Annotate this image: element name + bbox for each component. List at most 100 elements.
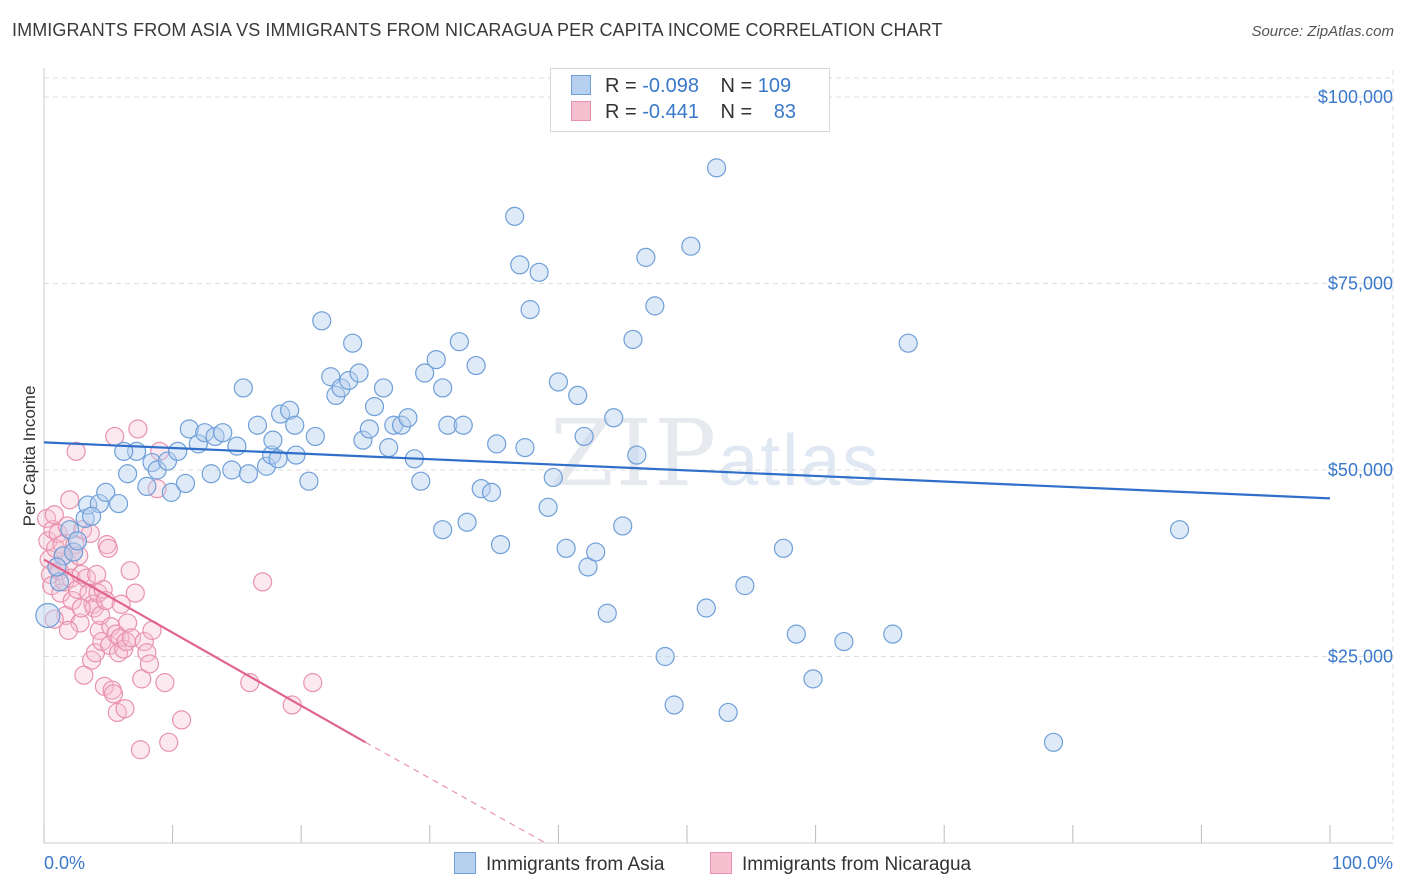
nicaragua-point: [155, 673, 175, 693]
asia-point: [543, 467, 563, 488]
nicaragua-point: [303, 673, 323, 693]
nicaragua-point: [139, 654, 160, 674]
asia-point: [604, 408, 624, 428]
asia-point: [623, 329, 643, 350]
asia-point: [773, 538, 794, 558]
asia-point: [175, 473, 196, 494]
asia-point: [433, 520, 453, 540]
asia-point: [353, 430, 373, 450]
asia-point: [718, 702, 738, 723]
trend-lines: [43, 441, 1331, 844]
asia-point: [379, 438, 399, 458]
asia-point: [35, 602, 61, 629]
asia-point: [81, 506, 102, 526]
y-tick-label: $25,000: [1328, 647, 1393, 667]
asia-point: [201, 464, 221, 484]
asia-point: [613, 516, 633, 536]
asia-point: [49, 572, 70, 592]
asia-trend-line: [43, 441, 1331, 500]
asia-point: [117, 464, 138, 484]
asia-point: [157, 451, 178, 471]
asia-point: [339, 370, 359, 391]
asia-point: [481, 482, 502, 502]
nicaragua-point: [44, 505, 64, 525]
asia-point: [286, 445, 306, 465]
nicaragua-point: [74, 665, 94, 685]
asia-point: [578, 557, 598, 577]
nicaragua-point: [106, 624, 126, 644]
asia-point: [538, 497, 558, 517]
nicaragua-point: [38, 531, 58, 551]
asia-point: [681, 236, 701, 256]
nicaragua-point: [120, 561, 140, 581]
nicaragua-point: [98, 538, 118, 558]
watermark-atlas: atlas: [718, 421, 881, 501]
asia-point: [664, 695, 684, 715]
nicaragua-point: [159, 732, 179, 752]
asia-points: [35, 158, 1190, 752]
asia-point: [786, 624, 806, 644]
nicaragua-point: [115, 699, 135, 719]
nicaragua-point: [117, 613, 138, 633]
asia-point: [505, 206, 525, 226]
asia-point: [67, 531, 88, 551]
nicaragua-legend-swatch: [710, 852, 732, 874]
watermark: ZIPatlas: [550, 400, 880, 507]
nicaragua-point: [58, 620, 79, 640]
nicaragua-point: [108, 643, 129, 663]
asia-swatch: [571, 75, 591, 95]
nicaragua-point: [70, 613, 90, 633]
nicaragua-point: [130, 740, 151, 760]
asia-point: [426, 349, 446, 370]
asia-point: [364, 396, 385, 417]
asia-point: [222, 460, 242, 480]
tick-labels: $25,000 $50,000 $75,000 $100,000 0.0% 100.0%: [44, 87, 1393, 873]
asia-point: [898, 333, 918, 353]
asia-point: [312, 311, 332, 331]
nicaragua-point: [43, 520, 63, 540]
nicaragua-point: [121, 628, 142, 648]
nicaragua-r-label: R =: [605, 101, 643, 123]
asia-point: [883, 624, 903, 644]
asia-point: [529, 262, 549, 282]
asia-n-label: N =: [720, 75, 758, 97]
asia-point: [574, 426, 594, 447]
asia-point: [233, 378, 253, 398]
asia-point: [466, 355, 486, 376]
asia-point: [137, 476, 157, 497]
bottom-legend-asia: Immigrants from Asia: [454, 852, 664, 876]
asia-point: [415, 363, 435, 383]
bottom-legend-nicaragua: Immigrants from Nicaragua: [710, 852, 971, 876]
asia-point: [834, 631, 854, 652]
asia-point: [586, 542, 606, 562]
asia-point: [1043, 732, 1064, 752]
nicaragua-point: [114, 639, 134, 659]
asia-point: [696, 598, 716, 618]
asia-point: [490, 534, 511, 555]
nicaragua-point: [71, 598, 91, 618]
asia-point: [706, 158, 727, 178]
asia-legend-swatch: [454, 852, 476, 874]
asia-point: [108, 493, 129, 514]
asia-r-label: R =: [605, 75, 643, 97]
nicaragua-point: [87, 564, 107, 585]
axes: [43, 68, 1393, 844]
asia-point: [331, 378, 351, 398]
chart-title: IMMIGRANTS FROM ASIA VS IMMIGRANTS FROM …: [12, 20, 943, 40]
watermark-zip: ZIP: [550, 400, 719, 507]
nicaragua-r-value: -0.441: [642, 101, 699, 123]
y-axis-label: Per Capita Income: [20, 386, 39, 527]
asia-point: [510, 255, 530, 275]
asia-point: [280, 400, 300, 420]
asia-point: [449, 332, 469, 352]
asia-r-value: -0.098: [642, 75, 699, 97]
y-tick-label: $100,000: [1318, 87, 1393, 107]
asia-point: [305, 426, 325, 447]
legend-row-asia: R = -0.098 N = 109: [571, 75, 791, 101]
asia-point: [247, 415, 268, 435]
correlation-legend: R = -0.098 N = 109 R = -0.441 N = 83: [550, 68, 830, 132]
nicaragua-point: [172, 710, 192, 730]
asia-n-value: 109: [757, 75, 792, 97]
asia-point: [53, 546, 73, 566]
